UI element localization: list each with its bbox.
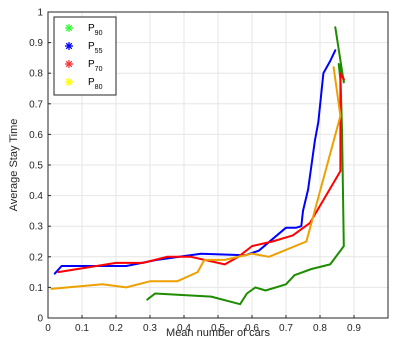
- legend-label-subscript: 70: [95, 66, 103, 73]
- series-line-p80: [50, 66, 342, 290]
- legend-label-p70: P70: [88, 59, 103, 73]
- x-tick-label: 0.2: [109, 323, 123, 334]
- y-tick-label: 0.4: [29, 191, 43, 202]
- legend-label-p80: P80: [88, 77, 103, 91]
- legend-marker-p70: [65, 60, 73, 68]
- series-lines: [50, 26, 345, 306]
- ticks: 0 0.1 0.2 0.3 0.4 0.5 0.6 0.7 0.8 0.9 0 0.1 0.2 0.3 0.…: [29, 8, 361, 335]
- series-line-p90: [146, 26, 345, 306]
- legend-label-main: P: [88, 41, 95, 52]
- legend-marker-p55: [65, 42, 73, 50]
- y-tick-label: 0.9: [29, 38, 43, 49]
- legend-label-subscript: 80: [95, 84, 103, 91]
- y-tick-label: 0.8: [29, 69, 43, 80]
- legend-label-main: P: [88, 23, 95, 34]
- legend-marker-p90: [65, 24, 73, 32]
- legend-label-subscript: 90: [95, 30, 103, 37]
- legend-label-subscript: 55: [95, 48, 103, 55]
- legend-label-p55: P55: [88, 41, 103, 55]
- x-tick-label: 0.9: [347, 323, 361, 334]
- legend-label-p90: P90: [88, 23, 103, 37]
- series-line-p70: [57, 72, 345, 274]
- y-tick-label: 0.3: [29, 222, 43, 233]
- x-tick-label: 0: [45, 323, 51, 334]
- x-tick-label: 0.3: [143, 323, 157, 334]
- legend-box: [53, 16, 117, 96]
- x-tick-label: 0.6: [245, 323, 259, 334]
- legend-label-main: P: [88, 59, 95, 70]
- y-tick-label: 0.1: [29, 283, 43, 294]
- legend-label-main: P: [88, 77, 95, 88]
- y-tick-label: 1: [37, 8, 43, 19]
- x-tick-label: 0.8: [313, 323, 327, 334]
- y-axis-label: Average Stay Time: [8, 119, 20, 212]
- y-tick-label: 0.6: [29, 130, 43, 141]
- y-tick-label: 0.7: [29, 99, 43, 110]
- x-tick-label: 0.5: [211, 323, 225, 334]
- y-tick-label: 0: [37, 314, 43, 325]
- y-tick-label: 0.2: [29, 252, 43, 263]
- x-tick-label: 0.1: [75, 323, 89, 334]
- x-tick-label: 0.7: [279, 323, 293, 334]
- x-axis-label: Mean number of cars: [166, 327, 270, 339]
- legend-marker-p80: [65, 78, 73, 86]
- x-tick-label: 0.4: [177, 323, 191, 334]
- y-tick-label: 0.5: [29, 161, 43, 172]
